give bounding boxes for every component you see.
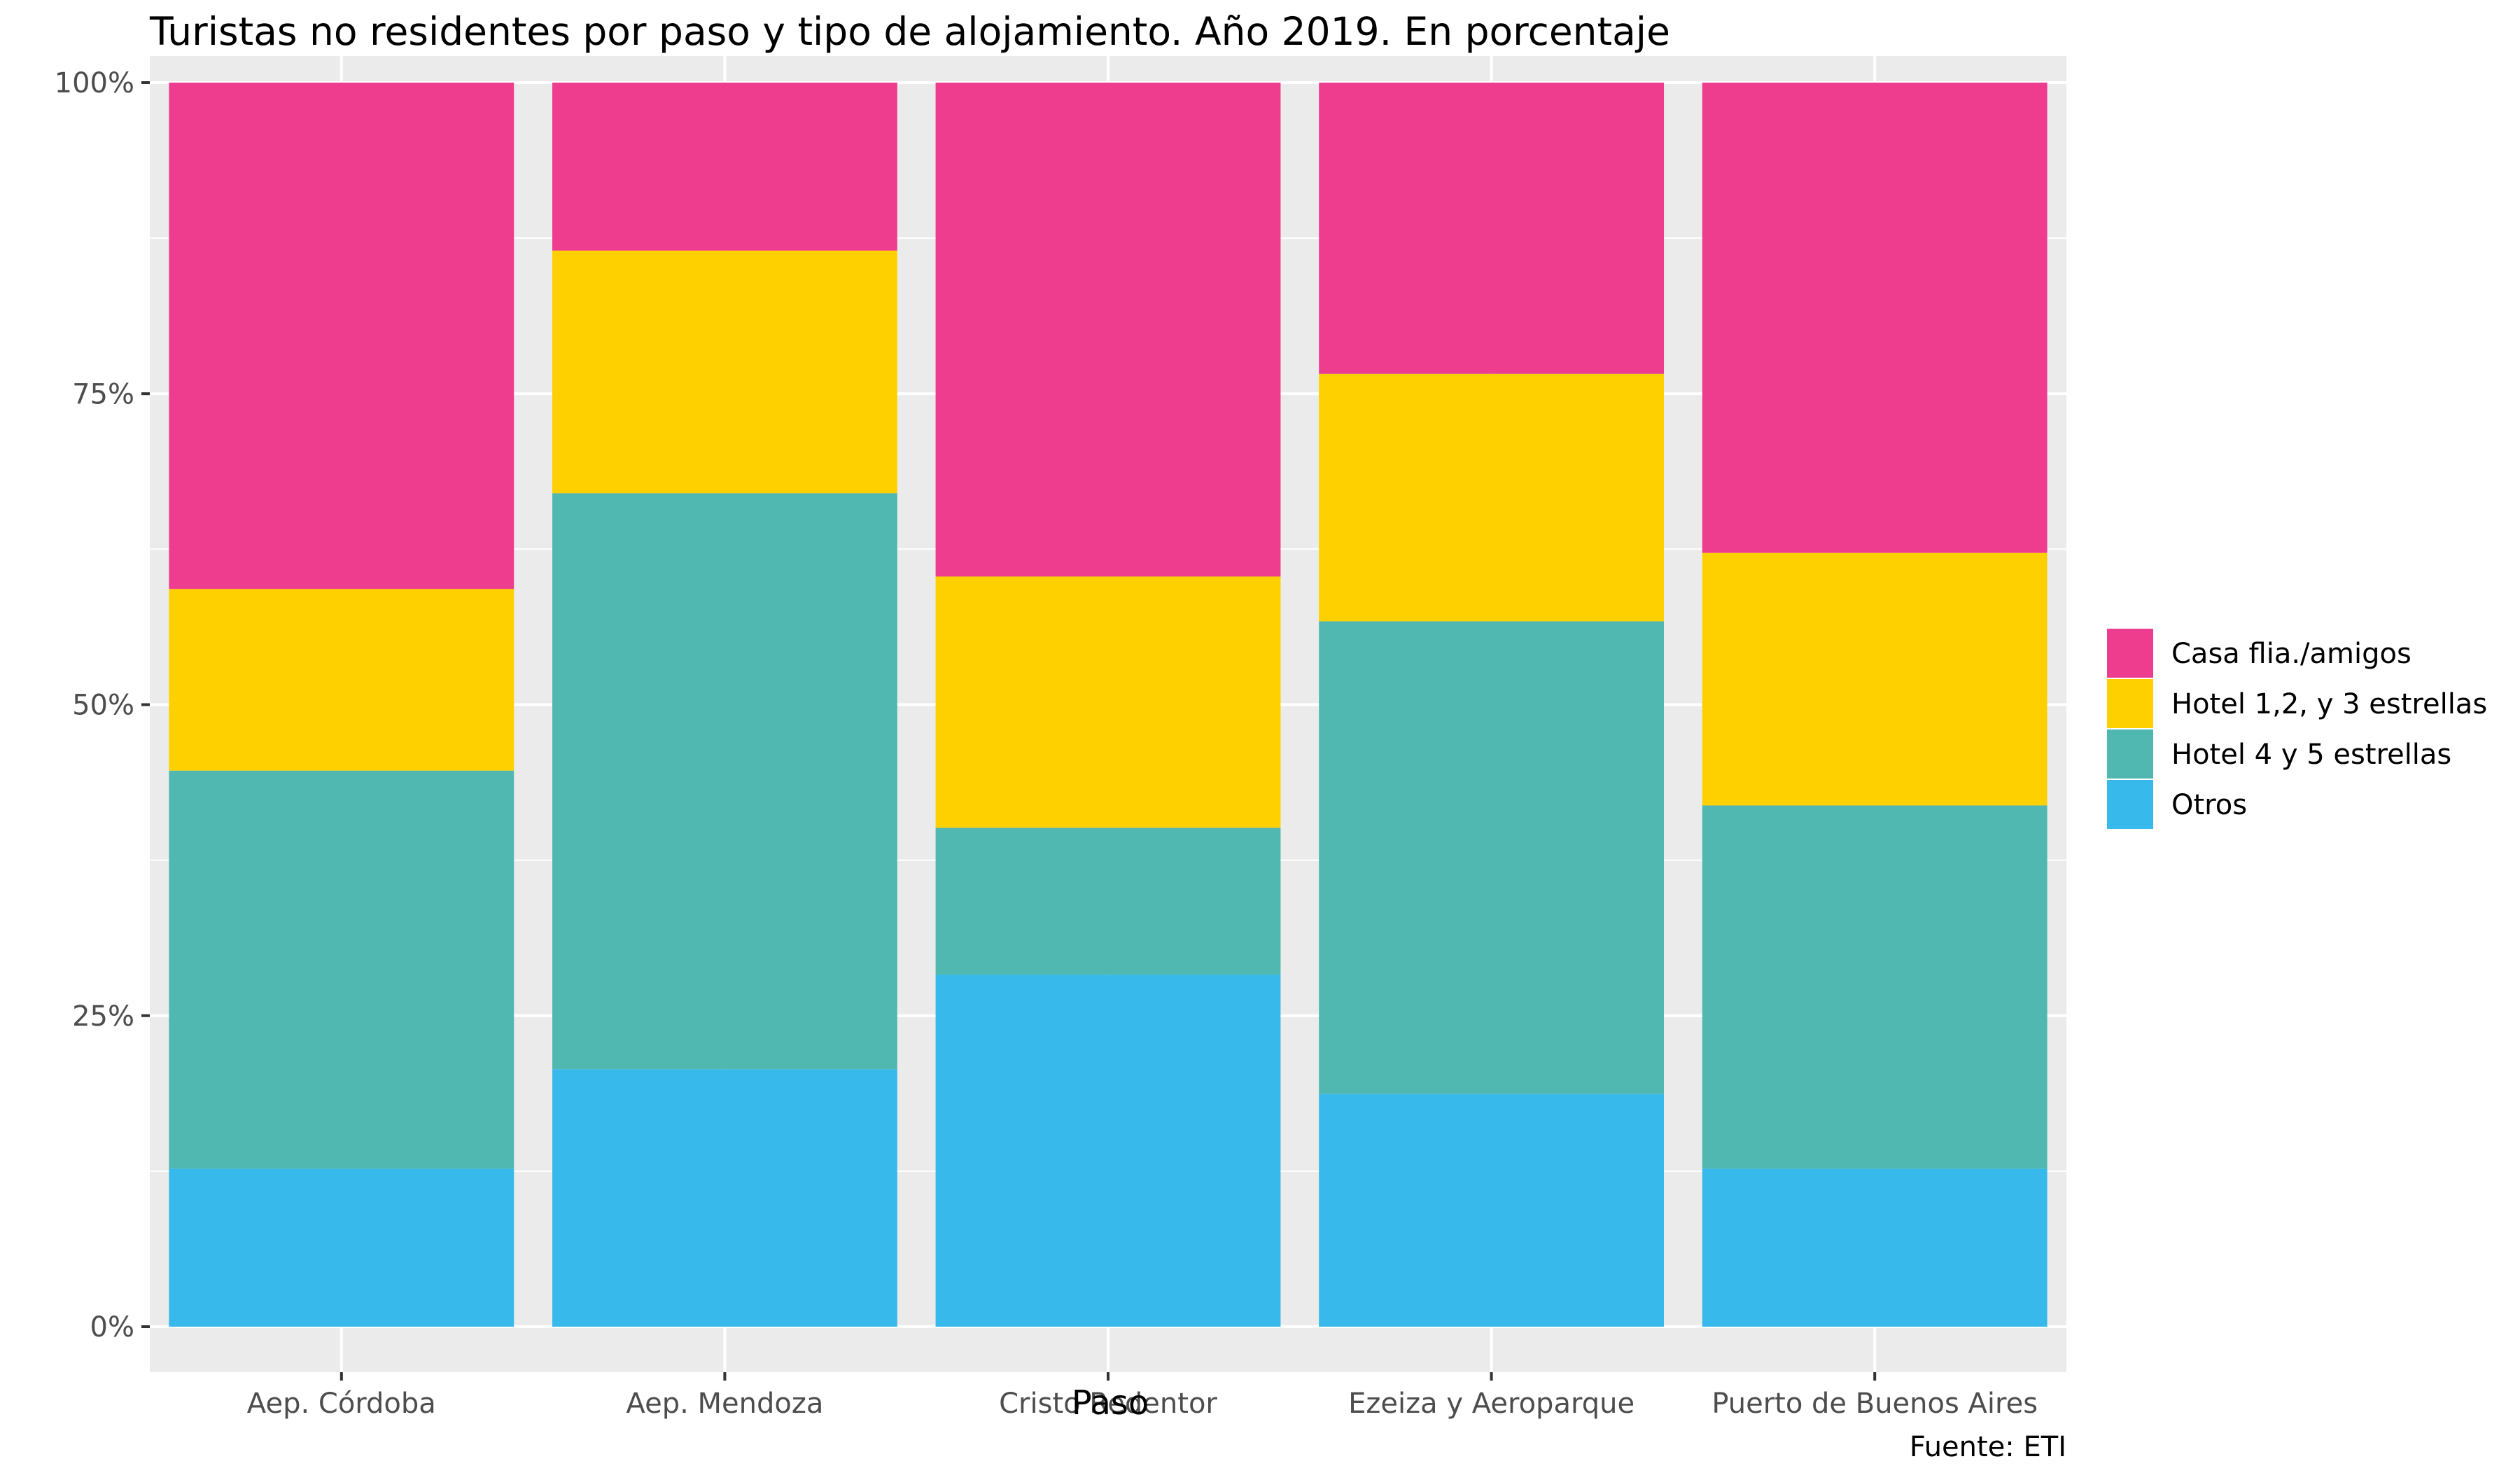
bar-segment [552,83,897,251]
bar-segment [552,493,897,1070]
legend-label: Casa flia./amigos [2171,638,2412,670]
bar-segment [1319,373,1665,622]
legend-key [2107,729,2153,779]
x-tick-label: Puerto de Buenos Aires [1712,1388,2038,1420]
legend-key [2107,780,2153,829]
bar-segment [935,576,1281,828]
legend-key [2107,629,2153,678]
legend-label: Hotel 1,2, y 3 estrellas [2171,688,2487,720]
y-tick-label: 25% [72,1000,134,1033]
x-tick-label: Aep. Córdoba [247,1388,436,1420]
bar-segment [935,975,1281,1327]
bars [169,83,2047,1327]
y-axis: 0% 25% 50% 75% 100% [55,67,150,1343]
bar-segment [552,1069,897,1327]
legend-key [2107,679,2153,728]
chart-title: Turistas no residentes por paso y tipo d… [149,9,1670,54]
bar-segment [1702,83,2047,553]
y-tick-label: 100% [55,67,134,99]
bar-segment [1319,621,1665,1094]
bar-segment [1319,83,1665,374]
bar-segment [169,1168,514,1327]
bar-segment [935,83,1281,577]
bar-segment [1702,805,2047,1169]
chart-caption: Fuente: ETI [1910,1431,2066,1463]
bar-segment [169,589,514,771]
bar-segment [169,770,514,1169]
bar-segment [552,250,897,494]
x-axis: Aep. Córdoba Aep. Mendoza Cristo Redentor E… [247,1372,2038,1420]
legend-label: Otros [2171,789,2247,821]
x-tick-label: Aep. Mendoza [626,1388,823,1420]
bar-segment [169,83,514,589]
y-tick-label: 75% [72,378,134,410]
bar-segment [935,828,1281,975]
y-tick-label: 0% [90,1311,134,1343]
bar-segment [1702,1168,2047,1327]
bar-segment [1319,1094,1665,1327]
x-tick-label: Ezeiza y Aeroparque [1348,1388,1634,1420]
x-axis-title: Paso [1072,1383,1149,1423]
legend-label: Hotel 4 y 5 estrellas [2171,739,2451,771]
legend: Casa flia./amigos Hotel 1,2, y 3 estrella… [2107,629,2487,829]
y-tick-label: 50% [72,690,134,722]
bar-segment [1702,552,2047,806]
x-tick-label: Cristo Redentor [999,1388,1217,1420]
